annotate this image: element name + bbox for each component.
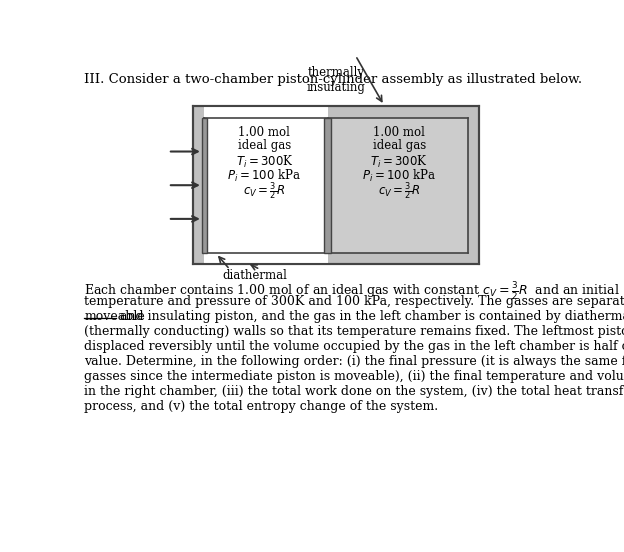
Text: $T_i = 300$K: $T_i = 300$K [235, 155, 293, 171]
Bar [328, 118, 468, 253]
Text: III. Consider a two-chamber piston-cylinder assembly as illustrated below.: III. Consider a two-chamber piston-cylin… [84, 73, 582, 86]
Text: $P_i = 100$ kPa: $P_i = 100$ kPa [227, 167, 301, 183]
Text: $c_V = \frac{3}{2}R$: $c_V = \frac{3}{2}R$ [378, 181, 421, 202]
Text: diathermal: diathermal [222, 269, 287, 282]
Bar [193, 107, 479, 264]
Text: $P_i = 100$ kPa: $P_i = 100$ kPa [362, 167, 436, 183]
Text: moveable: moveable [84, 310, 145, 323]
Text: ideal gas: ideal gas [238, 139, 291, 152]
Text: displaced reversibly until the volume occupied by the gas in the left chamber is: displaced reversibly until the volume oc… [84, 341, 624, 353]
Text: gasses since the intermediate piston is moveable), (ii) the final temperature an: gasses since the intermediate piston is … [84, 370, 624, 384]
Bar [202, 118, 207, 253]
Text: in the right chamber, (iii) the total work done on the system, (iv) the total he: in the right chamber, (iii) the total wo… [84, 385, 624, 399]
Text: $T_i = 300$K: $T_i = 300$K [371, 155, 428, 171]
Text: temperature and pressure of 300K and 100 kPa, respectively. The gasses are separ: temperature and pressure of 300K and 100… [84, 295, 624, 309]
Text: (thermally conducting) walls so that its temperature remains fixed. The leftmost: (thermally conducting) walls so that its… [84, 325, 624, 338]
Text: and insulating piston, and the gas in the left chamber is contained by diatherma: and insulating piston, and the gas in th… [115, 310, 624, 323]
Text: thermally
insulating: thermally insulating [306, 66, 366, 94]
Text: ideal gas: ideal gas [373, 139, 426, 152]
Text: 1.00 mol: 1.00 mol [238, 125, 290, 139]
Bar [204, 107, 328, 264]
Bar [324, 118, 331, 253]
Text: 1.00 mol: 1.00 mol [373, 125, 425, 139]
Text: $c_V = \frac{3}{2}R$: $c_V = \frac{3}{2}R$ [243, 181, 286, 202]
Text: process, and (v) the total entropy change of the system.: process, and (v) the total entropy chang… [84, 400, 438, 413]
Text: value. Determine, in the following order: (i) the final pressure (it is always t: value. Determine, in the following order… [84, 355, 624, 368]
Text: Each chamber contains 1.00 mol of an ideal gas with constant $c_V = \frac{3}{2}R: Each chamber contains 1.00 mol of an ide… [84, 280, 620, 302]
